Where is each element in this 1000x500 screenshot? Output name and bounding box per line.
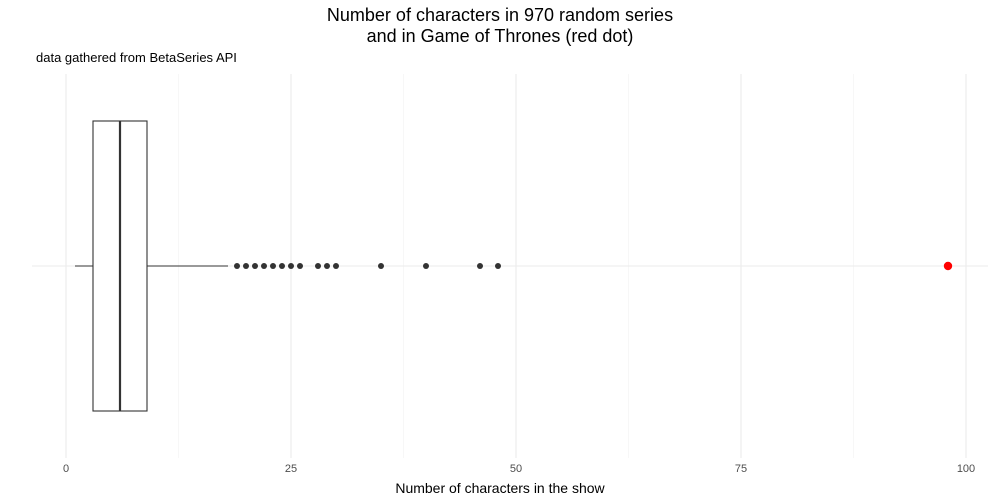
outlier-point	[288, 263, 294, 269]
outlier-point	[378, 263, 384, 269]
outlier-point	[252, 263, 258, 269]
points-layer	[234, 261, 953, 271]
outlier-point	[270, 263, 276, 269]
x-tick-label: 100	[957, 463, 975, 475]
outlier-point	[234, 263, 240, 269]
outlier-point	[243, 263, 249, 269]
outlier-point	[261, 263, 267, 269]
outlier-point	[333, 263, 339, 269]
outlier-point	[324, 263, 330, 269]
outlier-point	[315, 263, 321, 269]
x-tick-label: 75	[735, 463, 747, 475]
chart-title-line-1: Number of characters in 970 random serie…	[326, 5, 674, 25]
chart-subtitle: data gathered from BetaSeries API	[36, 50, 237, 65]
outlier-point	[423, 263, 429, 269]
x-tick-label: 0	[63, 463, 69, 475]
x-axis-label: Number of characters in the show	[395, 480, 605, 496]
chart-title: Number of characters in 970 random serie…	[0, 5, 1000, 47]
chart-title-line-2: and in Game of Thrones (red dot)	[366, 26, 634, 46]
outlier-point	[279, 263, 285, 269]
x-tick-label: 25	[285, 463, 297, 475]
outlier-point	[477, 263, 483, 269]
x-tick-label: 50	[510, 463, 522, 475]
game-of-thrones-point	[943, 261, 953, 271]
outlier-point	[495, 263, 501, 269]
box-layer	[75, 120, 228, 412]
x-axis-ticks: 0 25 50 75 100	[63, 463, 975, 475]
outlier-point	[297, 263, 303, 269]
